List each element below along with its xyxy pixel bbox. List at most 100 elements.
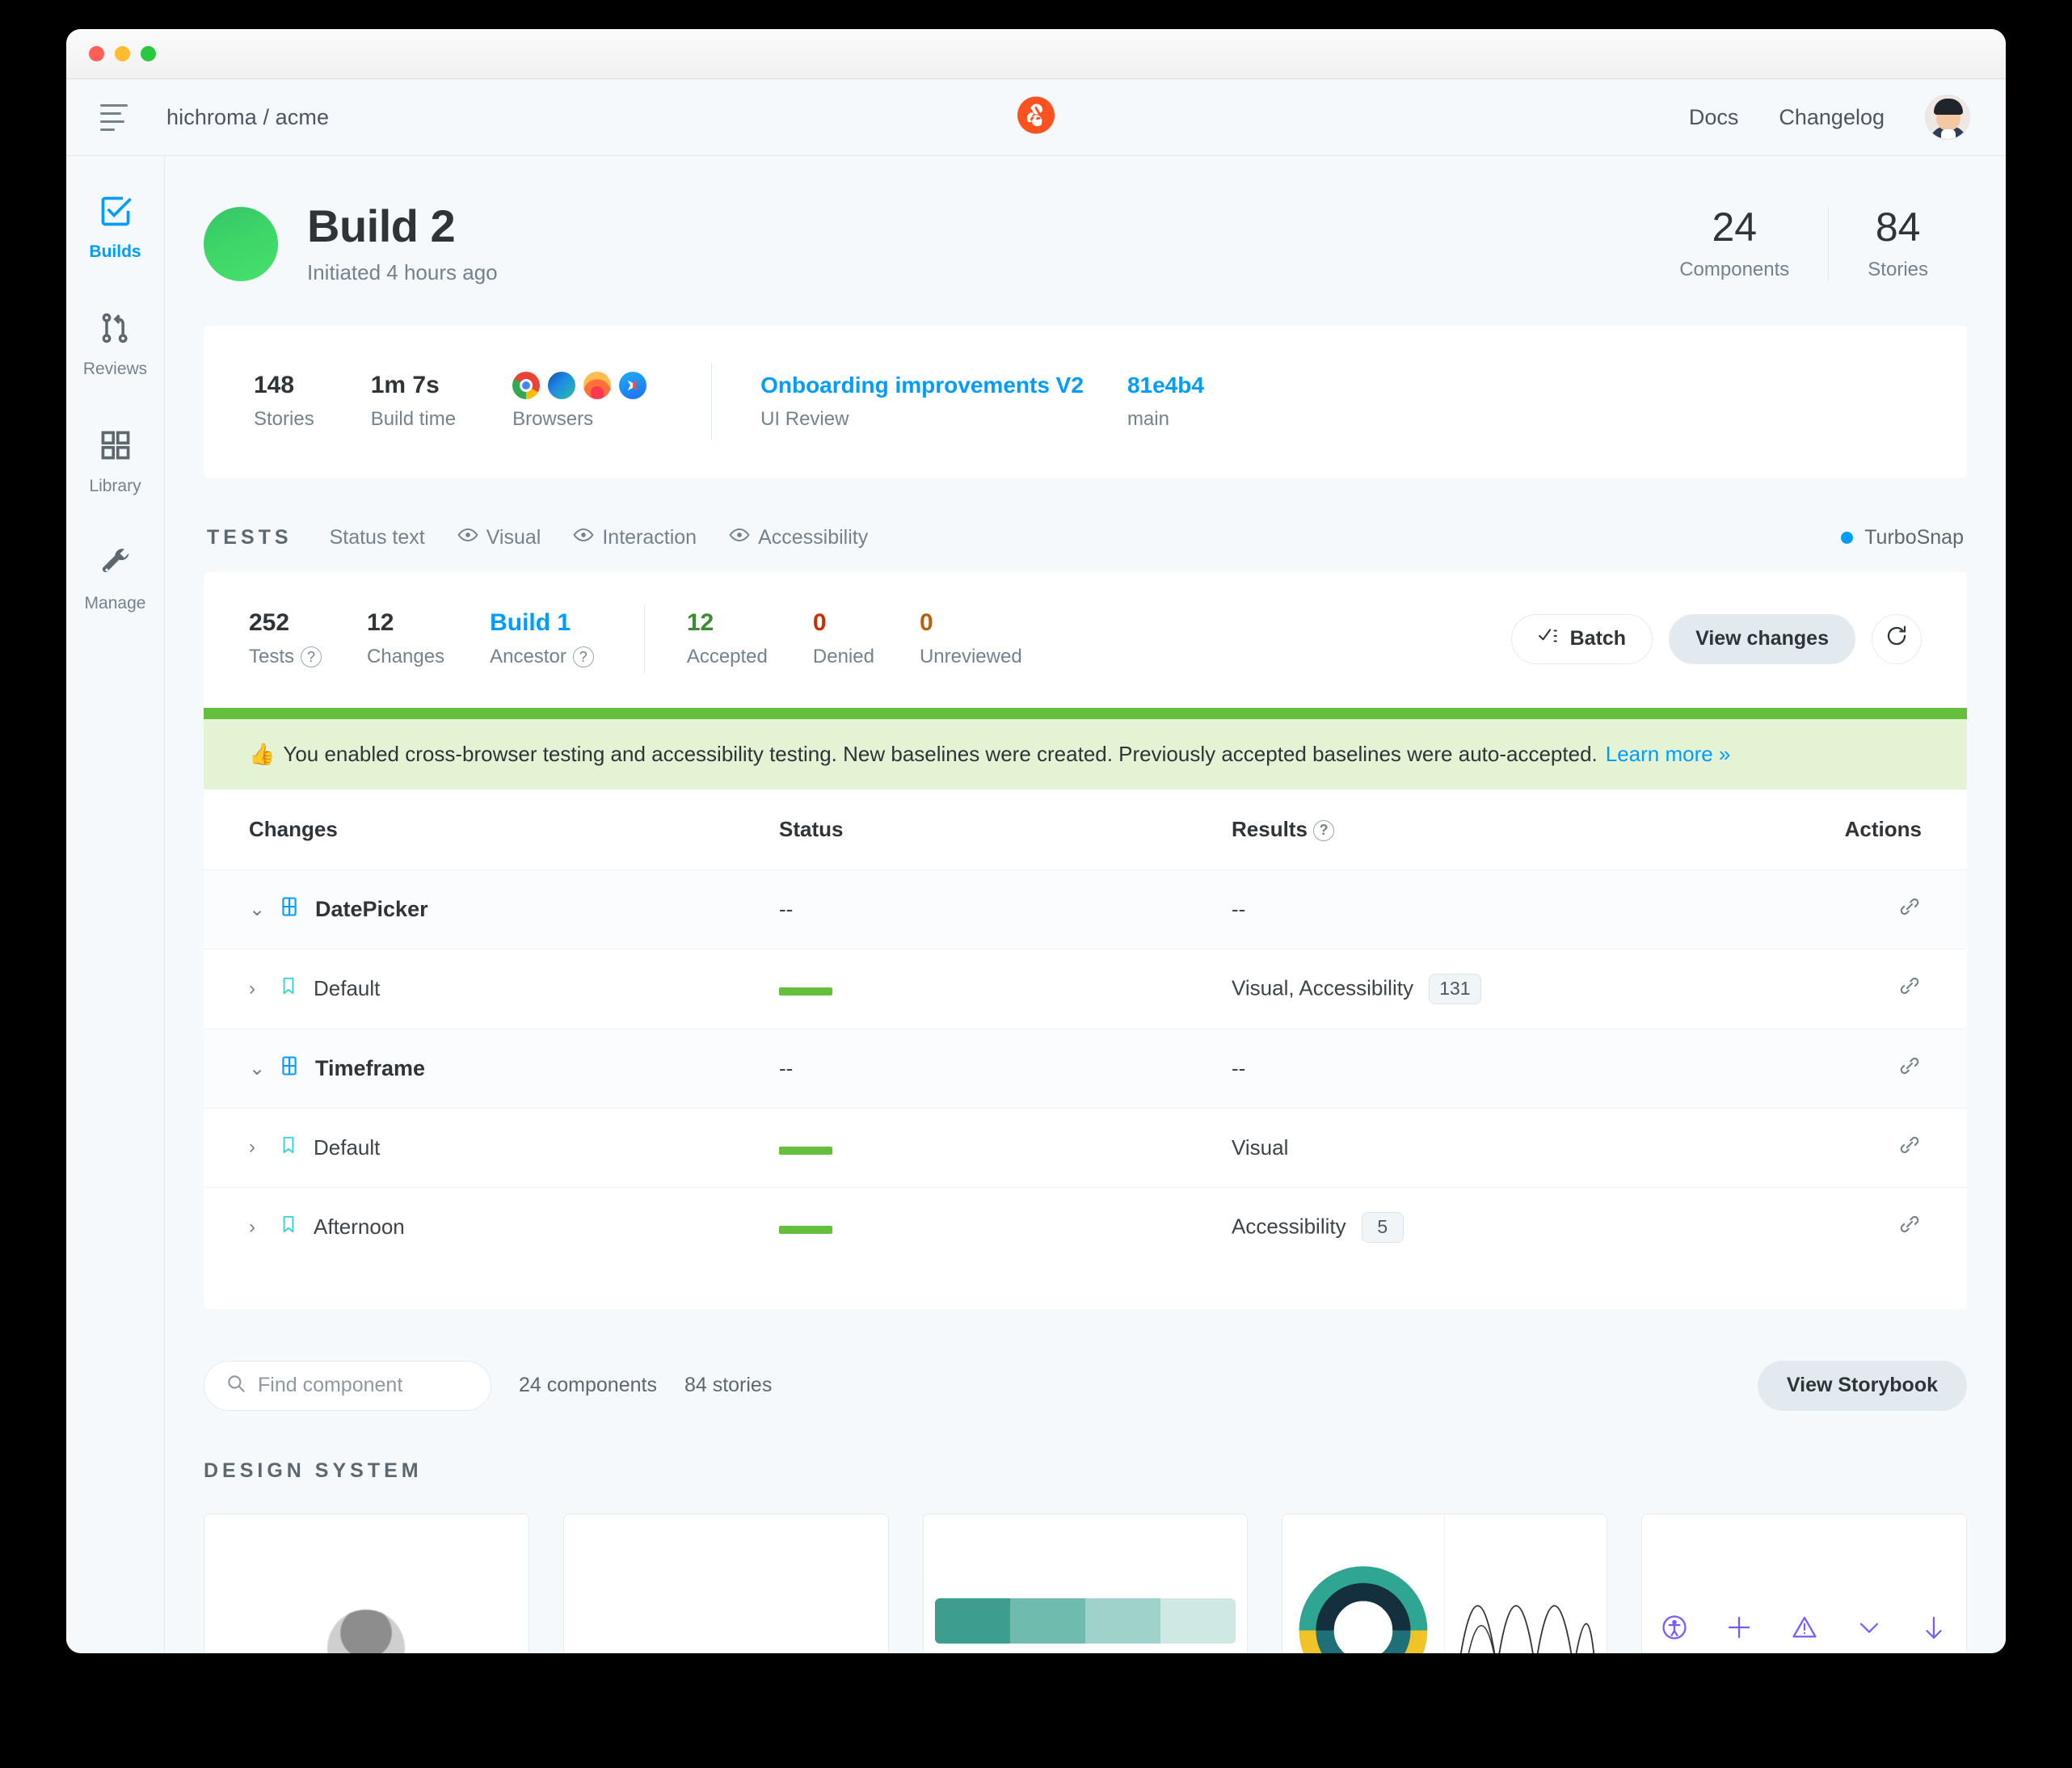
stories-label: Stories	[1868, 258, 1928, 280]
chevron-right-icon[interactable]: ›	[249, 977, 255, 1000]
link-icon[interactable]	[1897, 1216, 1922, 1241]
chevron-right-icon[interactable]: ›	[249, 1215, 255, 1238]
table-header-row: Changes Status Results ? Actions	[204, 789, 1967, 870]
avatar-thumbnail	[327, 1609, 406, 1653]
zoom-window-button[interactable]	[141, 46, 156, 61]
docs-link[interactable]: Docs	[1688, 104, 1739, 129]
changelog-link[interactable]: Changelog	[1779, 104, 1885, 129]
row-results-cell: --	[1232, 869, 1781, 949]
chromatic-logo[interactable]	[1017, 96, 1055, 138]
sidebar-item-library[interactable]: Library	[66, 427, 164, 496]
row-results-cell: --	[1232, 1028, 1781, 1109]
link-icon[interactable]	[1897, 898, 1922, 924]
help-icon[interactable]: ?	[572, 646, 594, 668]
banner-text: You enabled cross-browser testing and ac…	[283, 741, 1598, 766]
row-name-cell: ⌄ Timeframe	[204, 1028, 779, 1109]
commit-link[interactable]: 81e4b4	[1127, 372, 1204, 398]
table-row[interactable]: ⌄ DatePicker	[204, 869, 1967, 949]
sidebar-item-reviews[interactable]: Reviews	[66, 310, 164, 379]
components-count-label: 24 components	[519, 1374, 657, 1397]
learn-more-link[interactable]: Learn more »	[1605, 741, 1731, 766]
story-icon	[278, 975, 299, 1002]
ancestor-link[interactable]: Build 1	[490, 609, 571, 637]
story-name: Default	[314, 1134, 381, 1160]
table-row[interactable]: › Afternoon	[204, 1186, 1967, 1267]
tests-divider	[643, 604, 645, 674]
swatch	[934, 1598, 1010, 1644]
table-row[interactable]: › Default	[204, 1107, 1967, 1188]
component-icon	[278, 895, 301, 924]
info-banner: 👍 You enabled cross-browser testing and …	[204, 718, 1967, 789]
minimize-window-button[interactable]	[115, 46, 130, 61]
component-card-swatches[interactable]	[922, 1513, 1249, 1653]
row-actions-cell	[1781, 1107, 1967, 1188]
batch-button[interactable]: Batch	[1510, 613, 1653, 664]
component-name: Timeframe	[315, 1055, 426, 1080]
tab-status-text[interactable]: Status text	[330, 526, 425, 549]
unreviewed-count: 0	[919, 609, 933, 637]
refresh-button[interactable]	[1872, 613, 1922, 664]
commit-block: 81e4b4 main	[1127, 373, 1204, 431]
component-name: DatePicker	[315, 896, 428, 921]
component-card-avatar[interactable]	[204, 1513, 529, 1653]
accessibility-icon	[1661, 1614, 1688, 1645]
pr-title-link[interactable]: Onboarding improvements V2	[760, 372, 1084, 398]
avatar[interactable]	[1925, 95, 1970, 140]
tab-visual[interactable]: Visual	[457, 524, 541, 551]
help-icon[interactable]: ?	[301, 646, 322, 668]
chevron-down-icon[interactable]: ⌄	[249, 1057, 266, 1080]
components-label: Components	[1679, 258, 1790, 280]
link-icon[interactable]	[1897, 1057, 1922, 1083]
hamburger-icon[interactable]	[100, 99, 136, 135]
view-storybook-button[interactable]: View Storybook	[1757, 1360, 1967, 1411]
tests-label-text: Tests	[249, 646, 295, 668]
link-icon[interactable]	[1897, 1136, 1922, 1162]
table-row[interactable]: ⌄ Timeframe	[204, 1028, 1967, 1109]
stories-count: 84	[1875, 204, 1921, 250]
component-card-charts[interactable]	[1282, 1513, 1608, 1653]
help-icon[interactable]: ?	[1313, 819, 1335, 841]
search-box[interactable]	[204, 1360, 491, 1411]
row-name-cell: › Afternoon	[204, 1186, 779, 1267]
search-input[interactable]	[258, 1374, 470, 1398]
link-icon[interactable]	[1897, 978, 1922, 1003]
design-system-cards	[204, 1513, 1967, 1653]
accepted-label: Accepted	[686, 646, 768, 668]
sidebar-item-builds[interactable]: Builds	[66, 193, 164, 262]
col-changes: Changes	[249, 816, 338, 841]
chevron-right-icon[interactable]: ›	[249, 1136, 255, 1159]
tab-interaction[interactable]: Interaction	[573, 524, 697, 551]
story-name: Afternoon	[314, 1214, 405, 1240]
firefox-icon	[583, 372, 612, 400]
breadcrumb[interactable]: hichroma / acme	[166, 104, 330, 129]
table-row[interactable]: › Default	[204, 948, 1967, 1029]
banner-accent-bar	[204, 707, 1967, 719]
view-changes-button[interactable]: View changes	[1669, 613, 1855, 664]
turbosnap-label: TurboSnap	[1864, 525, 1964, 549]
tests-count-stat: 252 Tests ?	[249, 609, 322, 668]
story-icon	[278, 1134, 299, 1161]
sidebar-item-label: Builds	[89, 242, 141, 261]
component-card-icons[interactable]	[1641, 1513, 1967, 1653]
close-window-button[interactable]	[89, 46, 104, 61]
wrench-icon	[98, 545, 133, 584]
tab-accessibility-label: Accessibility	[758, 525, 869, 549]
row-status-cell: --	[779, 869, 1232, 949]
changes-label-text: Changes	[367, 646, 445, 668]
branch-label: main	[1127, 407, 1169, 430]
row-results-cell: Visual	[1232, 1107, 1781, 1188]
components-count: 24	[1712, 204, 1758, 250]
summary-buildtime-label: Build time	[370, 408, 457, 431]
tab-accessibility[interactable]: Accessibility	[729, 524, 868, 551]
denied-label: Denied	[812, 646, 874, 668]
component-card-blank[interactable]	[562, 1513, 889, 1653]
row-status-cell: --	[779, 1028, 1232, 1109]
sidebar-item-manage[interactable]: Manage	[66, 545, 164, 613]
chevron-down-icon[interactable]: ⌄	[249, 898, 266, 920]
row-status-cell	[779, 1186, 1232, 1267]
swatch	[1085, 1598, 1161, 1644]
col-results: Results ?	[1232, 789, 1781, 870]
eye-icon	[729, 524, 750, 551]
status-text-label: Status text	[329, 525, 425, 549]
stories-stat: 84 Stories	[1828, 204, 1967, 281]
